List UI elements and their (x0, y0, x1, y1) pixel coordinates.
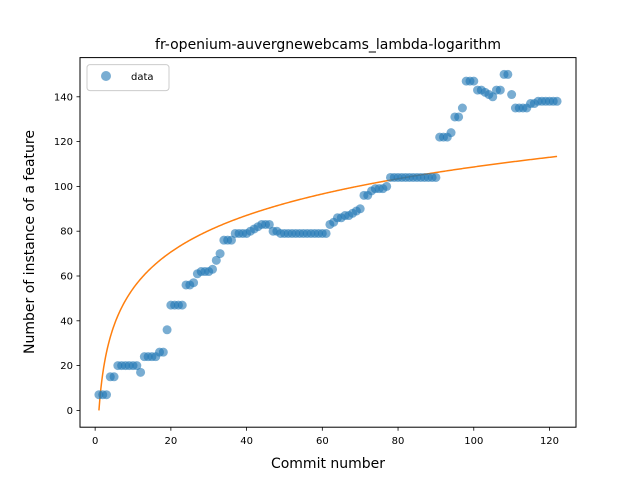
data-point (552, 96, 562, 106)
data-point (355, 204, 365, 214)
legend-label-data: data (131, 72, 154, 83)
x-tick-label: 40 (240, 436, 253, 447)
data-point (264, 219, 274, 229)
x-tick-label: 0 (92, 436, 98, 447)
data-point (136, 367, 146, 377)
y-tick-label: 60 (60, 272, 73, 283)
x-tick-label: 60 (316, 436, 329, 447)
data-point (189, 278, 199, 288)
fit-curve-layer (98, 155, 558, 411)
data-point (431, 172, 441, 182)
x-tick-label: 100 (464, 436, 483, 447)
data-point (102, 390, 112, 400)
axis-ticks: 0 20 40 60 80 100 120 0 20 40 60 80 100 120 140 (54, 92, 559, 447)
data-point (132, 361, 142, 371)
data-point (503, 69, 513, 79)
data-point (208, 264, 218, 274)
data-point (177, 300, 187, 310)
data-point (488, 92, 498, 102)
legend: data (86, 64, 170, 92)
x-tick-label: 80 (392, 436, 405, 447)
y-tick-label: 20 (60, 361, 73, 372)
y-tick-label: 100 (54, 182, 73, 193)
data-point (215, 249, 225, 259)
data-point (495, 85, 505, 95)
y-axis-label: Number of instance of a feature (22, 130, 38, 354)
y-tick-label: 120 (54, 137, 73, 148)
plot-area (79, 57, 577, 428)
chart-title: fr-openium-auvergnewebcams_lambda-logari… (155, 37, 501, 53)
data-point (211, 255, 221, 265)
x-tick-label: 20 (165, 436, 178, 447)
data-point (226, 235, 236, 245)
fit-curve (98, 155, 558, 411)
y-tick-label: 140 (54, 92, 73, 103)
x-axis-label: Commit number (271, 456, 385, 472)
data-point (162, 325, 172, 335)
y-tick-label: 0 (67, 406, 73, 417)
data-point (457, 103, 467, 113)
data-point (446, 128, 456, 138)
data-point (469, 76, 479, 86)
legend-box (86, 64, 170, 92)
y-tick-label: 80 (60, 227, 73, 238)
data-point (382, 181, 392, 191)
data-point (507, 90, 517, 100)
data-points-layer (94, 69, 562, 400)
data-point (109, 372, 119, 382)
y-tick-label: 40 (60, 316, 73, 327)
legend-marker-data (101, 71, 111, 81)
data-point (454, 112, 464, 122)
data-point (158, 347, 168, 357)
x-tick-label: 120 (540, 436, 559, 447)
data-point (321, 228, 331, 238)
